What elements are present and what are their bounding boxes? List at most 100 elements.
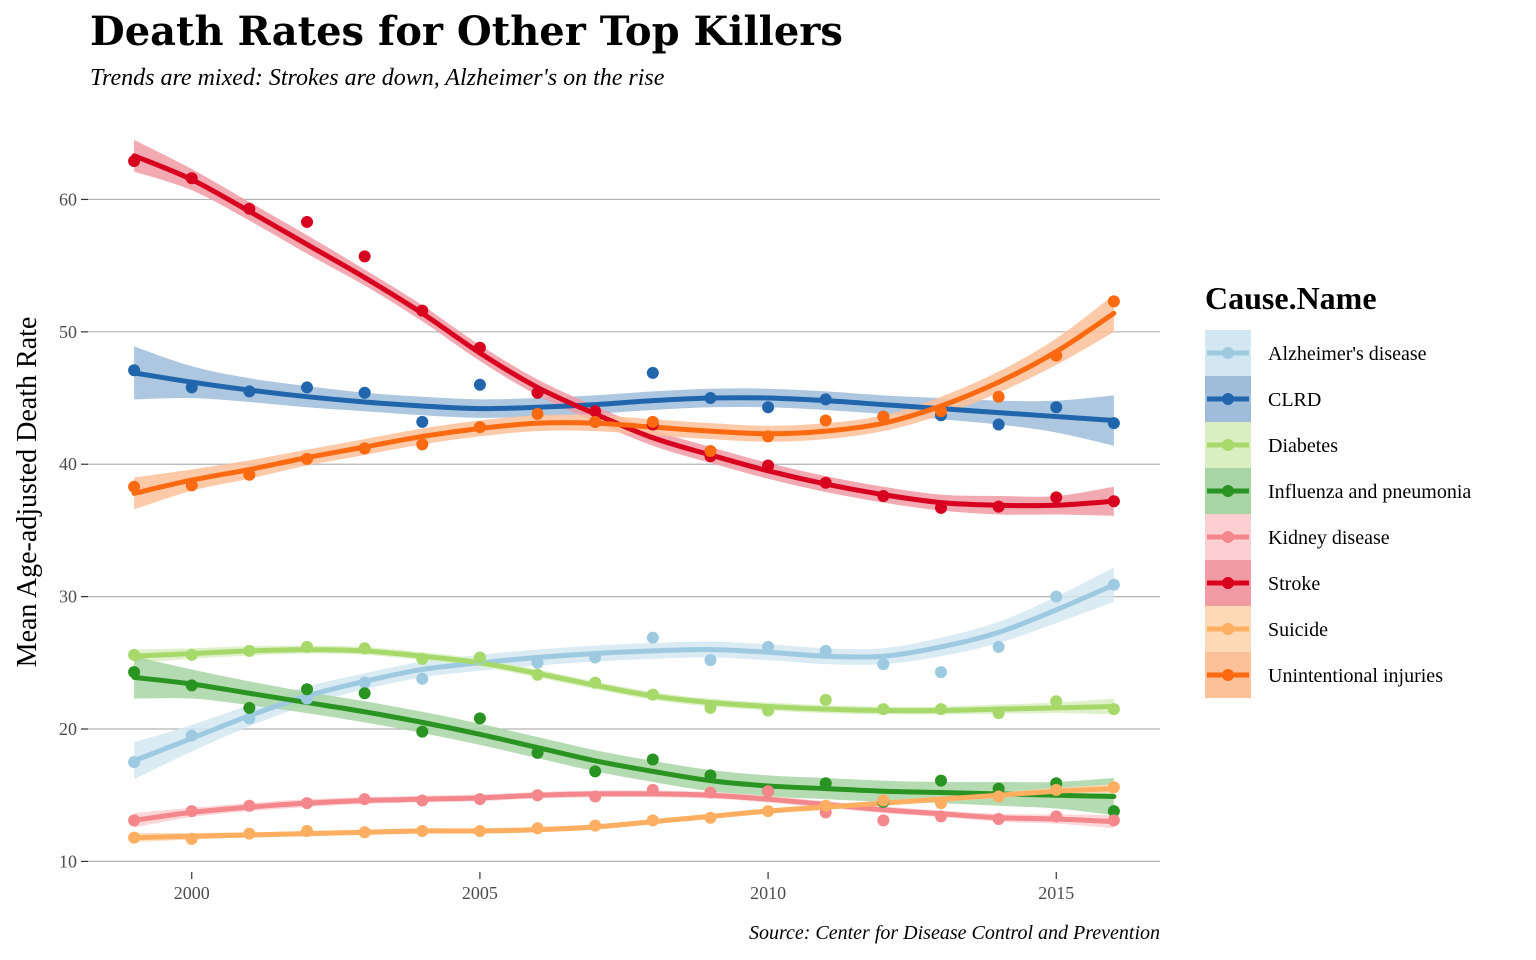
point-alzheimer-s-disease-1999 bbox=[128, 756, 141, 769]
point-suicide-2016 bbox=[1107, 781, 1120, 794]
legend-item-suicide: Suicide bbox=[1205, 606, 1328, 652]
point-alzheimer-s-disease-2000 bbox=[185, 729, 198, 742]
point-influenza-and-pneumonia-2003 bbox=[358, 687, 371, 700]
point-alzheimer-s-disease-2013 bbox=[934, 666, 947, 679]
point-diabetes-2014 bbox=[992, 707, 1005, 720]
x-tick-label-2005: 2005 bbox=[462, 883, 498, 903]
point-alzheimer-s-disease-2016 bbox=[1107, 578, 1120, 591]
point-unintentional-injuries-2003 bbox=[358, 442, 371, 455]
point-stroke-2002 bbox=[301, 215, 314, 228]
chart-title: Death Rates for Other Top Killers bbox=[90, 8, 843, 55]
point-stroke-2003 bbox=[358, 250, 371, 263]
point-kidney-disease-2013 bbox=[934, 810, 947, 823]
point-unintentional-injuries-2008 bbox=[646, 415, 659, 428]
confidence-bands bbox=[134, 139, 1114, 843]
chart-caption: Source: Center for Disease Control and P… bbox=[749, 922, 1160, 944]
point-suicide-2000 bbox=[185, 832, 198, 845]
point-influenza-and-pneumonia-2002 bbox=[301, 683, 314, 696]
point-stroke-2014 bbox=[992, 500, 1005, 513]
legend-key-point-clrd bbox=[1222, 393, 1234, 405]
point-kidney-disease-2006 bbox=[531, 789, 544, 802]
point-alzheimer-s-disease-2008 bbox=[646, 631, 659, 644]
point-kidney-disease-2008 bbox=[646, 783, 659, 796]
y-tick-label-50: 50 bbox=[59, 322, 77, 342]
point-alzheimer-s-disease-2014 bbox=[992, 640, 1005, 653]
legend-key-point-alzheimer-s-disease bbox=[1222, 347, 1234, 359]
point-suicide-2004 bbox=[416, 824, 429, 837]
point-clrd-2009 bbox=[704, 392, 717, 405]
point-diabetes-2003 bbox=[358, 642, 371, 655]
point-suicide-2013 bbox=[934, 797, 947, 810]
point-clrd-2015 bbox=[1050, 401, 1063, 414]
point-alzheimer-s-disease-2002 bbox=[301, 692, 314, 705]
point-stroke-2011 bbox=[819, 476, 832, 489]
point-suicide-2008 bbox=[646, 814, 659, 827]
legend-label-alzheimer-s-disease: Alzheimer's disease bbox=[1268, 343, 1427, 365]
point-unintentional-injuries-2001 bbox=[243, 468, 256, 481]
legend-items: Alzheimer's disease CLRD Diabetes Influenza… bbox=[1205, 330, 1471, 698]
point-kidney-disease-2010 bbox=[762, 785, 775, 798]
point-diabetes-2010 bbox=[762, 704, 775, 717]
band-influenza-and-pneumonia bbox=[134, 656, 1114, 816]
band-clrd bbox=[134, 346, 1114, 446]
point-alzheimer-s-disease-2011 bbox=[819, 644, 832, 657]
point-diabetes-2016 bbox=[1107, 703, 1120, 716]
point-diabetes-2004 bbox=[416, 652, 429, 665]
point-stroke-2001 bbox=[243, 202, 256, 215]
point-suicide-2003 bbox=[358, 826, 371, 839]
legend-key-point-diabetes bbox=[1222, 439, 1234, 451]
legend-item-kidney-disease: Kidney disease bbox=[1205, 514, 1390, 560]
y-axis-title: Mean Age-adjusted Death Rate bbox=[12, 317, 43, 668]
point-clrd-2002 bbox=[301, 381, 314, 394]
point-clrd-1999 bbox=[128, 364, 141, 377]
point-stroke-2016 bbox=[1107, 495, 1120, 508]
legend-item-alzheimer-s-disease: Alzheimer's disease bbox=[1205, 330, 1427, 376]
point-clrd-2005 bbox=[473, 378, 486, 391]
point-kidney-disease-2015 bbox=[1050, 810, 1063, 823]
legend-label-stroke: Stroke bbox=[1268, 573, 1320, 595]
legend-key-point-stroke bbox=[1222, 577, 1234, 589]
point-influenza-and-pneumonia-2009 bbox=[704, 769, 717, 782]
point-diabetes-2006 bbox=[531, 668, 544, 681]
y-tick-label-40: 40 bbox=[59, 454, 77, 474]
point-diabetes-2008 bbox=[646, 688, 659, 701]
point-influenza-and-pneumonia-2016 bbox=[1107, 805, 1120, 818]
point-suicide-2015 bbox=[1050, 783, 1063, 796]
point-kidney-disease-2000 bbox=[185, 805, 198, 818]
point-alzheimer-s-disease-2007 bbox=[589, 651, 602, 664]
point-unintentional-injuries-2002 bbox=[301, 452, 314, 465]
point-kidney-disease-2012 bbox=[877, 814, 890, 827]
point-unintentional-injuries-2005 bbox=[473, 421, 486, 434]
legend-item-influenza-and-pneumonia: Influenza and pneumonia bbox=[1205, 468, 1471, 514]
point-suicide-2005 bbox=[473, 824, 486, 837]
point-clrd-2004 bbox=[416, 415, 429, 428]
point-clrd-2011 bbox=[819, 393, 832, 406]
point-kidney-disease-2014 bbox=[992, 813, 1005, 826]
point-diabetes-2011 bbox=[819, 693, 832, 706]
legend-key-point-unintentional-injuries bbox=[1222, 669, 1234, 681]
point-alzheimer-s-disease-2001 bbox=[243, 712, 256, 725]
point-unintentional-injuries-2016 bbox=[1107, 295, 1120, 308]
y-tick-label-30: 30 bbox=[59, 587, 77, 607]
legend: Cause.Name Alzheimer's disease CLRD Diabet… bbox=[1205, 280, 1471, 698]
data-points bbox=[128, 155, 1120, 845]
point-kidney-disease-2003 bbox=[358, 793, 371, 806]
point-unintentional-injuries-2007 bbox=[589, 415, 602, 428]
point-alzheimer-s-disease-2006 bbox=[531, 656, 544, 669]
point-suicide-2014 bbox=[992, 790, 1005, 803]
x-tick-label-2000: 2000 bbox=[174, 883, 210, 903]
point-unintentional-injuries-2014 bbox=[992, 390, 1005, 403]
point-unintentional-injuries-1999 bbox=[128, 480, 141, 493]
point-influenza-and-pneumonia-2007 bbox=[589, 765, 602, 778]
point-kidney-disease-2004 bbox=[416, 794, 429, 807]
point-unintentional-injuries-2013 bbox=[934, 405, 947, 418]
point-clrd-2008 bbox=[646, 366, 659, 379]
legend-key-point-kidney-disease bbox=[1222, 531, 1234, 543]
point-influenza-and-pneumonia-2001 bbox=[243, 701, 256, 714]
point-suicide-2009 bbox=[704, 811, 717, 824]
point-diabetes-2007 bbox=[589, 676, 602, 689]
legend-item-unintentional-injuries: Unintentional injuries bbox=[1205, 652, 1443, 698]
point-clrd-2001 bbox=[243, 385, 256, 398]
point-unintentional-injuries-2009 bbox=[704, 444, 717, 457]
legend-item-clrd: CLRD bbox=[1205, 376, 1321, 422]
